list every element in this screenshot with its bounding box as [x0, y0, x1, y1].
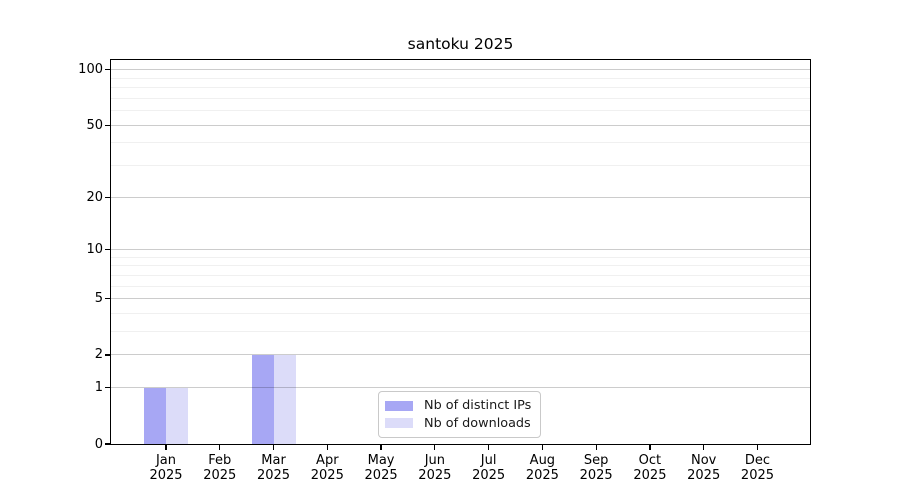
chart-title: santoku 2025: [407, 35, 514, 53]
y-tick-label: 100: [78, 62, 103, 78]
y-tick-label: 1: [94, 380, 103, 396]
y-tick-label: 2: [94, 347, 103, 363]
y-tick-label: 10: [86, 242, 103, 258]
legend-item: Nb of downloads: [385, 416, 531, 432]
legend-item: Nb of distinct IPs: [385, 398, 531, 414]
x-tick-label: Aug 2025: [525, 453, 559, 483]
x-tick-label: Dec 2025: [740, 453, 775, 483]
x-tick-label: Jul 2025: [472, 453, 506, 483]
x-tick-label: Feb 2025: [203, 453, 237, 483]
x-tick-label: Nov 2025: [687, 453, 721, 483]
legend-swatch: [385, 400, 413, 411]
x-tick-label: May 2025: [364, 453, 398, 483]
y-tick-label: 0: [94, 436, 103, 452]
y-tick-label: 20: [86, 189, 103, 205]
legend-item-label: Nb of downloads: [424, 415, 531, 431]
y-tick-label: 5: [94, 291, 103, 307]
x-tick-label: Oct 2025: [633, 453, 667, 483]
x-tick-label: Mar 2025: [256, 453, 291, 483]
legend: Nb of distinct IPs Nb of downloads: [378, 391, 542, 438]
plot-area: [110, 59, 811, 445]
x-tick-label: Jun 2025: [418, 453, 452, 483]
y-tick-label: 50: [86, 117, 103, 133]
x-tick-label: Sep 2025: [579, 453, 613, 483]
legend-swatch: [385, 418, 413, 429]
x-tick-label: Apr 2025: [310, 453, 344, 483]
x-tick-label: Jan 2025: [149, 453, 183, 483]
legend-item-label: Nb of distinct IPs: [424, 398, 532, 414]
